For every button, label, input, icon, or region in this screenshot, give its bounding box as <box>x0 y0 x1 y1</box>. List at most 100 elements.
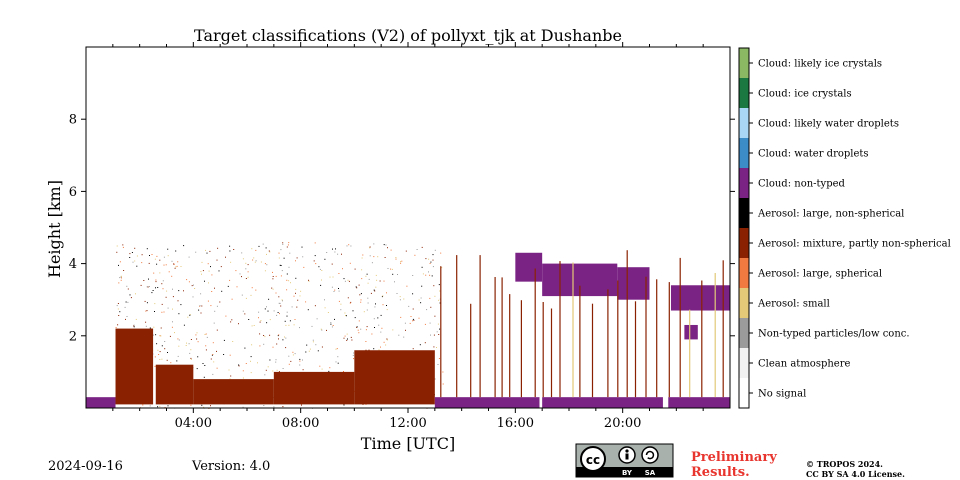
speckle-dot <box>284 336 285 338</box>
speckle-dot <box>176 360 178 362</box>
speckle-dot <box>398 334 400 336</box>
cc-icon <box>580 446 606 472</box>
speckle-dot <box>346 245 348 247</box>
precip-stripe <box>520 300 522 398</box>
speckle-dot <box>159 405 161 407</box>
speckle-dot <box>188 281 190 283</box>
speckle-dot <box>428 258 430 260</box>
precip-stripe <box>679 257 681 398</box>
speckle-dot <box>356 326 358 328</box>
speckle-dot <box>352 354 354 356</box>
speckle-dot <box>292 351 294 353</box>
speckle-dot <box>297 299 299 301</box>
speckle-dot <box>242 370 244 372</box>
speckle-dot <box>199 305 201 307</box>
speckle-dot <box>337 362 339 364</box>
speckle-dot <box>245 363 247 364</box>
speckle-dot <box>196 332 198 334</box>
speckle-dot <box>377 317 379 319</box>
precip-stripe <box>668 282 670 398</box>
speckle-dot <box>283 257 285 259</box>
speckle-dot <box>120 276 122 278</box>
speckle-dot <box>312 341 314 343</box>
speckle-dot <box>429 274 431 276</box>
speckle-dot <box>366 309 368 311</box>
speckle-dot <box>324 307 326 309</box>
copyright-line-1: © TROPOS 2024. <box>806 459 883 469</box>
speckle-dot <box>367 302 369 304</box>
speckle-dot <box>409 322 411 324</box>
speckle-dot <box>216 350 217 352</box>
speckle-dot <box>287 244 289 246</box>
speckle-dot <box>345 315 346 316</box>
speckle-dot <box>324 299 325 301</box>
speckle-dot <box>405 329 406 331</box>
speckle-dot <box>201 261 203 263</box>
speckle-dot <box>117 308 119 310</box>
speckle-dot <box>206 252 208 254</box>
speckle-dot <box>312 339 314 341</box>
speckle-dot <box>439 302 441 304</box>
speckle-dot <box>153 326 155 328</box>
speckle-dot <box>250 356 252 358</box>
speckle-dot <box>175 250 177 252</box>
speckle-dot <box>210 305 212 307</box>
speckle-dot <box>119 311 121 313</box>
speckle-dot <box>385 244 387 246</box>
speckle-dot <box>120 279 122 281</box>
speckle-dot <box>154 258 156 260</box>
speckle-dot <box>314 255 316 257</box>
speckle-dot <box>295 260 296 262</box>
class-region <box>670 285 730 311</box>
class-region <box>434 397 540 408</box>
speckle-dot <box>282 339 284 341</box>
speckle-dot <box>151 254 153 255</box>
speckle-dot <box>250 294 252 296</box>
speckle-dot <box>206 336 208 338</box>
speckle-dot <box>434 315 436 317</box>
speckle-dot <box>289 320 291 322</box>
speckle-dot <box>401 260 403 262</box>
speckle-dot <box>360 293 362 295</box>
speckle-dot <box>286 315 288 317</box>
speckle-dot <box>245 278 247 279</box>
speckle-dot <box>171 260 173 262</box>
speckle-dot <box>348 280 350 282</box>
speckle-dot <box>392 329 394 331</box>
class-region <box>617 267 650 300</box>
speckle-dot <box>159 359 161 360</box>
speckle-dot <box>438 358 440 359</box>
speckle-dot <box>350 336 352 338</box>
speckle-dot <box>225 315 227 317</box>
speckle-dot <box>159 272 161 274</box>
speckle-dot <box>361 269 363 271</box>
speckle-dot <box>290 360 292 362</box>
class-region <box>193 379 274 405</box>
speckle-dot <box>230 375 232 377</box>
speckle-dot <box>241 252 243 254</box>
speckle-dot <box>321 346 323 348</box>
speckle-dot <box>145 325 147 327</box>
speckle-dot <box>183 324 185 326</box>
speckle-dot <box>368 278 370 280</box>
speckle-dot <box>278 296 280 298</box>
speckle-dot <box>280 249 282 251</box>
speckle-dot <box>371 262 373 264</box>
speckle-dot <box>229 279 231 281</box>
speckle-dot <box>260 320 262 322</box>
speckle-dot <box>238 364 240 366</box>
speckle-dot <box>210 358 212 360</box>
speckle-dot <box>329 367 331 369</box>
speckle-dot <box>196 338 198 340</box>
speckle-dot <box>430 306 432 308</box>
colorbar-swatch <box>739 108 749 138</box>
speckle-dot <box>155 281 157 283</box>
speckle-dot <box>187 316 189 318</box>
speckle-dot <box>251 287 253 289</box>
speckle-dot <box>144 300 146 302</box>
speckle-dot <box>341 253 342 255</box>
cc-license-badge[interactable]: cc BY SA <box>575 443 674 478</box>
speckle-dot <box>272 271 273 273</box>
speckle-dot <box>204 334 206 335</box>
speckle-dot <box>146 310 148 312</box>
